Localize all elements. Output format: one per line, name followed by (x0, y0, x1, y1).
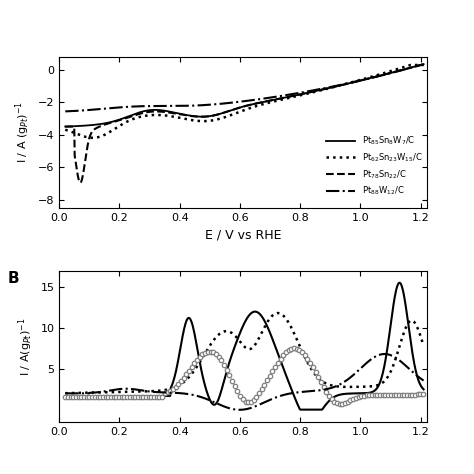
X-axis label: E / V vs RHE: E / V vs RHE (205, 228, 281, 241)
Y-axis label: I / A (g$_{Pt}$)$^{-1}$: I / A (g$_{Pt}$)$^{-1}$ (14, 101, 32, 164)
Y-axis label: I / A(g$_{Pt}$)$^{-1}$: I / A(g$_{Pt}$)$^{-1}$ (16, 317, 35, 376)
Text: B: B (8, 271, 19, 286)
Legend: Pt$_{85}$Sn$_8$W$_7$/C, Pt$_{62}$Sn$_{23}$W$_{15}$/C, Pt$_{78}$Sn$_{22}$/C, Pt$_: Pt$_{85}$Sn$_8$W$_7$/C, Pt$_{62}$Sn$_{23… (323, 131, 426, 201)
